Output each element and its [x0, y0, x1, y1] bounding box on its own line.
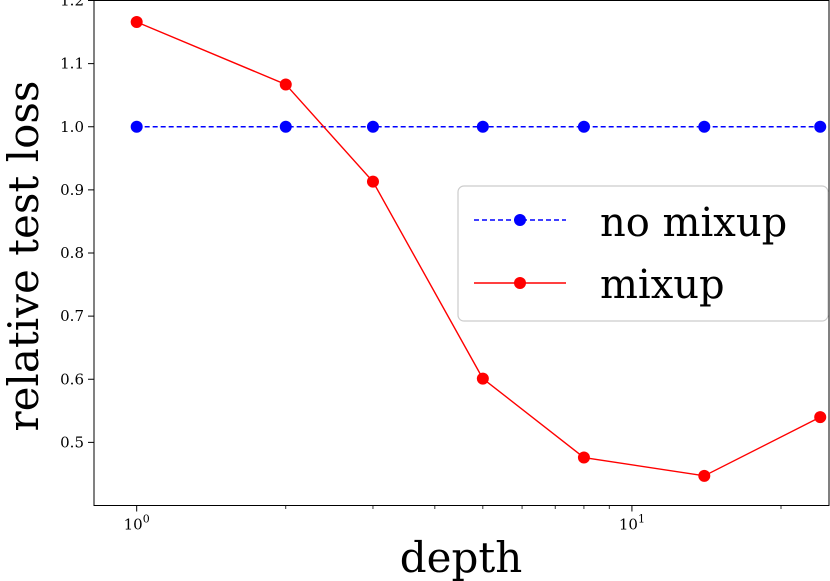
data-point-no-mixup [279, 120, 292, 133]
data-point-mixup [698, 469, 711, 482]
x-tick-label: 101 [619, 513, 645, 534]
data-point-no-mixup [577, 120, 590, 133]
data-point-no-mixup [698, 120, 711, 133]
data-point-no-mixup [366, 120, 379, 133]
legend: no mixup mixup [457, 185, 829, 322]
x-tick-exponent: 1 [638, 513, 645, 526]
data-point-mixup [814, 411, 827, 424]
series-layer [130, 15, 827, 482]
y-tick-label: 0.9 [60, 181, 84, 199]
data-point-mixup [279, 78, 292, 91]
y-axis: 0.5 0.6 0.7 0.8 0.9 1.0 1.1 1.2 [60, 0, 94, 451]
data-point-no-mixup [476, 120, 489, 133]
x-tick-base: 10 [124, 516, 143, 534]
x-axis-label: depth [400, 533, 523, 581]
x-tick-exponent: 0 [143, 513, 150, 526]
data-point-no-mixup [814, 120, 827, 133]
y-tick-label: 1.0 [60, 118, 84, 136]
y-tick-label: 1.1 [60, 55, 84, 73]
y-tick-label: 1.2 [60, 0, 84, 10]
data-point-mixup [476, 372, 489, 385]
x-tick-label: 100 [124, 513, 150, 534]
data-point-mixup [130, 15, 143, 28]
data-point-no-mixup [130, 120, 143, 133]
legend-label-mixup: mixup [600, 262, 725, 308]
legend-label-no-mixup: no mixup [600, 200, 787, 246]
y-tick-label: 0.5 [60, 433, 84, 451]
legend-marker-mixup [514, 277, 526, 289]
y-tick-label: 0.8 [60, 244, 84, 262]
legend-marker-no-mixup [514, 214, 526, 226]
x-axis: 100 101 [124, 505, 782, 534]
y-axis-label: relative test loss [0, 81, 48, 432]
data-point-mixup [366, 175, 379, 188]
y-tick-label: 0.6 [60, 370, 84, 388]
y-tick-label: 0.7 [60, 307, 84, 325]
x-tick-base: 10 [619, 516, 638, 534]
data-point-mixup [577, 451, 590, 464]
